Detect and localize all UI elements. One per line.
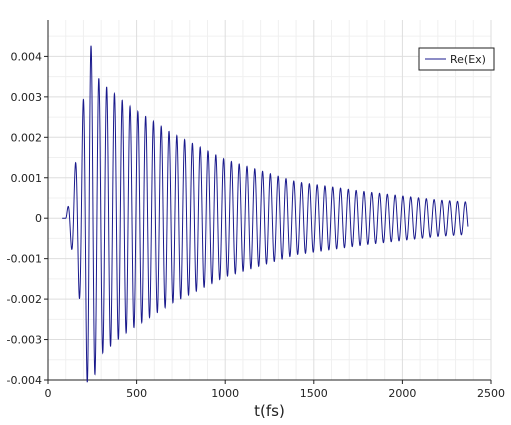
x-tick-label: 1000 [211,387,239,400]
x-tick-label: 2500 [477,387,505,400]
y-tick-label: 0.001 [11,172,43,185]
x-axis-label: t(fs) [254,402,285,420]
x-tick-label: 0 [45,387,52,400]
series-layer [62,45,469,383]
y-tick-label: -0.004 [7,374,42,387]
legend: Re(Ex) [418,47,495,71]
y-tick-label: 0.004 [11,50,43,63]
y-tick-label: 0.003 [11,91,43,104]
x-tick-label: 1500 [300,387,328,400]
grid-lines [47,20,492,381]
y-tick-label: -0.003 [7,334,42,347]
legend-box [418,47,495,71]
y-tick-label: 0 [35,212,42,225]
axes [44,20,492,384]
y-tick-label: 0.002 [11,131,43,144]
tick-labels: 0 500 1000 1500 2000 2500 -0.004 -0.003 -0.002 -0… [7,50,505,400]
y-tick-label: -0.001 [7,253,42,266]
series-line-re-ex [62,45,469,383]
x-tick-label: 500 [126,387,147,400]
x-tick-label: 2000 [388,387,416,400]
legend-label-re-ex: Re(Ex) [450,53,486,66]
y-tick-label: -0.002 [7,293,42,306]
